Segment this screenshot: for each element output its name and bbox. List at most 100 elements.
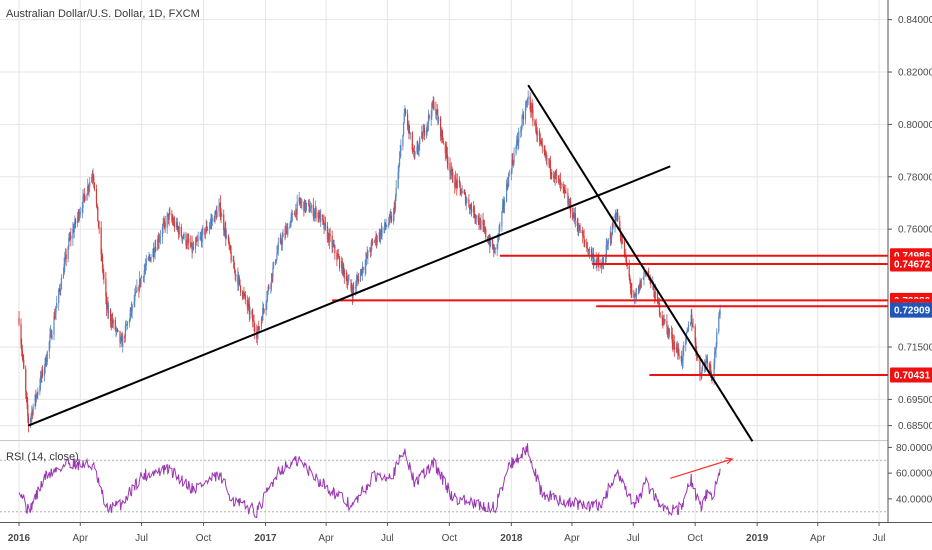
candle-up — [644, 272, 646, 274]
candle-up — [506, 184, 508, 202]
candle-down — [625, 256, 628, 266]
candle-up — [702, 365, 704, 369]
candle-down — [25, 391, 28, 398]
candle-down — [562, 183, 564, 188]
candle-down — [329, 234, 331, 236]
candle-down — [558, 178, 560, 185]
candle-up — [521, 116, 523, 127]
candle-up — [168, 213, 170, 220]
candle-up — [496, 243, 498, 250]
candle-up — [409, 132, 411, 134]
candle-up — [654, 291, 657, 300]
candle-down — [595, 259, 597, 265]
candle-up — [162, 224, 164, 228]
candle-down — [366, 254, 368, 257]
candle-up — [393, 206, 395, 214]
candle-up — [204, 231, 207, 235]
candle-up — [115, 330, 117, 331]
candle-up — [237, 276, 240, 286]
candle-up — [310, 208, 312, 212]
candle-down — [592, 254, 595, 263]
candle-up — [638, 285, 640, 293]
candle-up — [388, 215, 391, 223]
candle-up — [72, 228, 74, 239]
candle-up — [365, 259, 367, 267]
trendline — [527, 84, 754, 442]
candle-down — [357, 278, 360, 282]
candle-down — [180, 226, 182, 236]
candle-down — [623, 241, 626, 257]
candle-down — [617, 212, 619, 222]
candle-down — [539, 131, 541, 141]
candle-down — [548, 158, 550, 165]
time-axis: 2016 Apr Jul Oct 2017 Apr Jul Oct 2018 Apr Jul Oct 2… — [0, 522, 932, 544]
candle-down — [421, 132, 424, 140]
candle-up — [161, 227, 164, 238]
candle-down — [220, 216, 222, 218]
candle-down — [677, 347, 679, 354]
candle-down — [576, 220, 578, 226]
candle-down — [409, 132, 411, 134]
candle-up — [50, 331, 52, 335]
candle-down — [45, 358, 47, 366]
candle-up — [348, 279, 350, 281]
candle-up — [413, 150, 415, 152]
candle-down — [706, 358, 708, 364]
candle-up — [673, 341, 675, 346]
candle-up — [507, 186, 509, 188]
candle-up — [285, 228, 287, 235]
candle-down — [631, 290, 633, 293]
candle-up — [473, 206, 475, 213]
candle-up — [46, 361, 48, 366]
candle-down — [164, 222, 166, 228]
candle-down — [258, 326, 260, 330]
candle-up — [190, 242, 193, 247]
candle-down — [489, 241, 491, 247]
rsi-tick-label: 40.0000 — [896, 494, 932, 505]
candle-up — [489, 237, 492, 247]
candle-up — [431, 103, 433, 117]
candle-up — [601, 263, 603, 268]
candle-down — [468, 199, 470, 208]
candle-up — [270, 283, 272, 289]
candle-up — [450, 172, 452, 174]
candle-down — [308, 202, 310, 204]
candle-up — [611, 223, 613, 236]
candle-down — [322, 214, 324, 221]
candle-up — [371, 241, 373, 243]
candle-up — [298, 197, 300, 202]
candle-down — [233, 268, 236, 270]
candle-up — [404, 110, 406, 114]
candle-down — [477, 215, 479, 223]
candle-up — [692, 326, 694, 328]
time-tick-label: Jul — [873, 533, 886, 544]
candle-up — [642, 277, 644, 279]
candle-down — [586, 247, 589, 249]
candle-up — [588, 248, 591, 253]
candle-up — [461, 190, 463, 194]
candle-down — [97, 206, 99, 222]
candle-down — [610, 233, 612, 239]
candle-up — [201, 229, 203, 243]
candle-down — [138, 286, 140, 291]
candle-up — [218, 205, 220, 211]
candle-down — [130, 307, 133, 312]
candle-down — [470, 208, 473, 213]
candle-up — [134, 294, 136, 302]
time-tick-label: Jul — [627, 533, 640, 544]
candle-up — [79, 211, 81, 215]
candle-up — [690, 314, 692, 323]
candle-up — [719, 310, 721, 316]
candle-up — [578, 229, 580, 231]
candle-down — [464, 193, 467, 205]
candle-up — [484, 228, 486, 231]
candle-up — [173, 221, 175, 225]
candle-up — [277, 242, 279, 251]
candle-up — [62, 274, 65, 278]
candle-up — [395, 187, 397, 197]
candle-up — [133, 301, 135, 305]
candle-down — [658, 303, 661, 314]
candle-down — [478, 222, 480, 225]
rsi-line — [18, 443, 721, 519]
candle-down — [708, 363, 710, 369]
